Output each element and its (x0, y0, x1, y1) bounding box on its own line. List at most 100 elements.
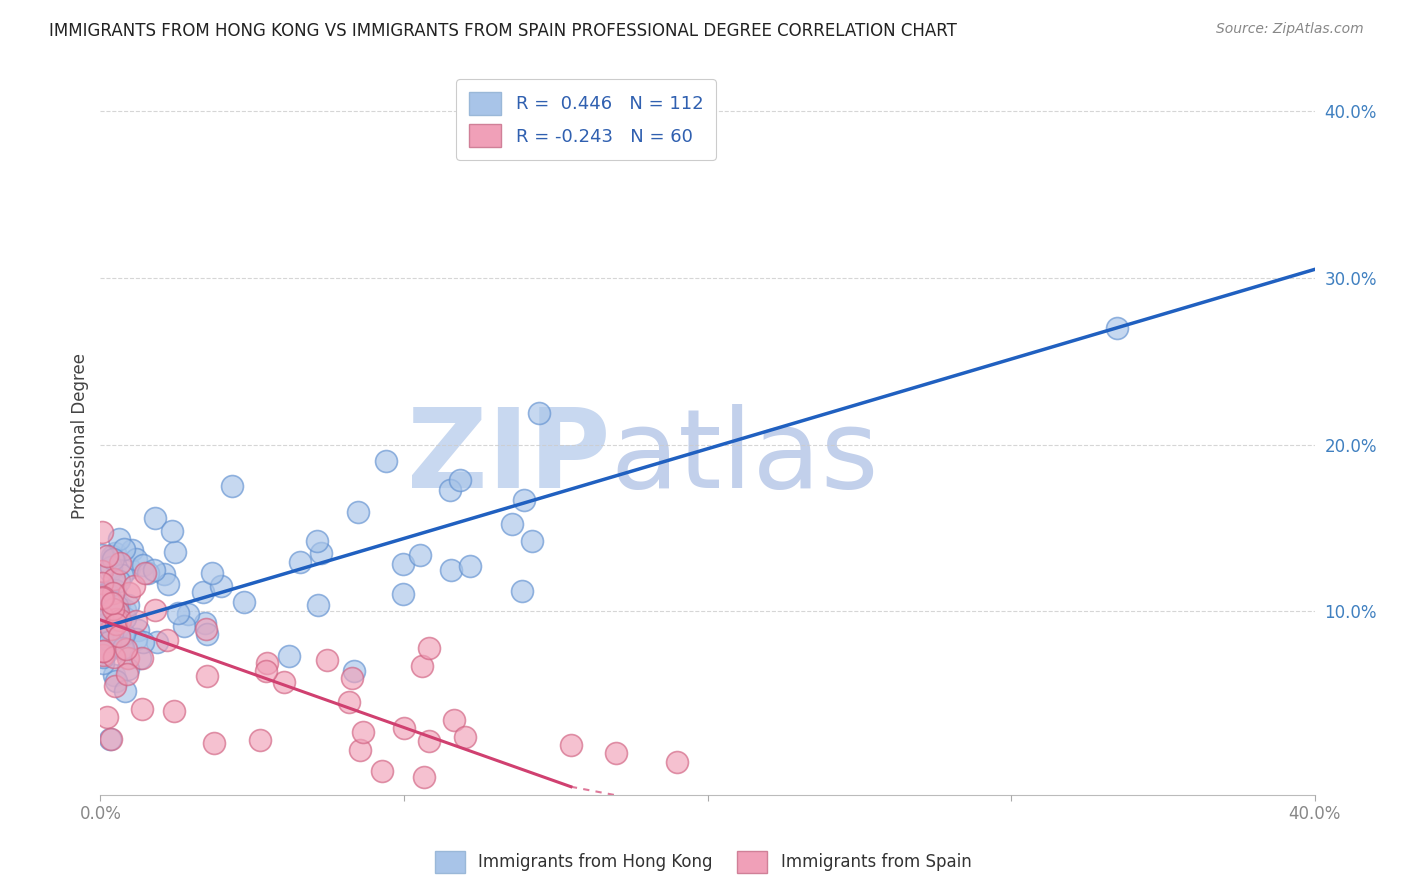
Point (122, 579, 145, 593)
Point (337, 695, 360, 709)
Point (254, 665, 277, 679)
Point (108, 532, 131, 546)
Point (97, 584, 120, 599)
Point (101, 598, 124, 612)
Point (107, 605, 129, 619)
Point (107, 599, 129, 613)
Point (103, 585, 125, 599)
Point (91, 614, 114, 628)
Point (513, 493, 536, 508)
Point (103, 668, 125, 682)
Point (90, 549, 112, 563)
Point (277, 648, 299, 663)
Point (96, 625, 118, 640)
Point (98, 633, 121, 648)
Point (527, 406, 550, 420)
Point (209, 579, 232, 593)
Point (91, 644, 114, 658)
Point (129, 651, 152, 665)
Point (91, 649, 114, 664)
Point (108, 556, 131, 570)
Point (134, 566, 156, 581)
Point (418, 641, 440, 656)
Point (118, 586, 141, 600)
Point (90, 632, 112, 646)
Point (349, 743, 371, 757)
Point (163, 545, 186, 559)
Point (249, 733, 271, 747)
Point (375, 454, 398, 468)
Point (105, 674, 128, 689)
Point (256, 656, 278, 670)
Point (96, 607, 118, 621)
Point (233, 595, 256, 609)
Point (114, 627, 136, 641)
Point (1107, 320, 1129, 334)
Point (93, 636, 115, 650)
Point (98, 732, 121, 747)
Point (177, 607, 200, 622)
Point (96, 549, 118, 563)
Point (101, 552, 124, 566)
Point (440, 563, 463, 577)
Point (90, 576, 112, 591)
Point (90, 617, 112, 632)
Point (98, 630, 121, 644)
Point (94, 587, 117, 601)
Point (105, 606, 128, 620)
Point (195, 669, 218, 683)
Point (315, 653, 337, 667)
Point (307, 598, 329, 612)
Point (91, 648, 114, 662)
Point (103, 650, 125, 665)
Point (453, 730, 475, 744)
Text: IMMIGRANTS FROM HONG KONG VS IMMIGRANTS FROM SPAIN PROFESSIONAL DEGREE CORRELATI: IMMIGRANTS FROM HONG KONG VS IMMIGRANTS … (49, 22, 957, 40)
Point (90, 609, 112, 624)
Point (125, 551, 148, 566)
Point (666, 755, 689, 769)
Point (101, 596, 124, 610)
Point (143, 563, 166, 577)
Point (221, 479, 243, 493)
Point (125, 632, 148, 647)
Point (108, 619, 131, 633)
Point (93, 614, 115, 628)
Point (439, 483, 461, 498)
Point (107, 574, 129, 589)
Point (98, 631, 121, 645)
Point (91, 644, 114, 658)
Point (560, 738, 582, 752)
Point (340, 672, 363, 686)
Point (91, 630, 114, 644)
Point (91, 615, 114, 629)
Point (118, 561, 141, 575)
Point (98, 564, 121, 578)
Point (104, 599, 127, 614)
Point (391, 557, 413, 571)
Point (125, 614, 148, 628)
Point (418, 734, 440, 748)
Point (131, 651, 153, 665)
Point (163, 704, 186, 718)
Point (193, 616, 215, 631)
Point (97, 615, 120, 629)
Point (108, 613, 131, 627)
Point (156, 633, 179, 648)
Point (127, 623, 149, 637)
Point (103, 572, 125, 586)
Point (458, 559, 481, 574)
Point (115, 667, 138, 681)
Point (107, 598, 129, 612)
Point (93, 586, 115, 600)
Point (90, 629, 112, 643)
Point (101, 602, 124, 616)
Point (104, 546, 127, 560)
Point (104, 679, 127, 693)
Point (449, 474, 471, 488)
Point (501, 516, 523, 531)
Point (352, 725, 374, 739)
Point (112, 542, 135, 557)
Text: Source: ZipAtlas.com: Source: ZipAtlas.com (1216, 22, 1364, 37)
Point (343, 664, 366, 678)
Point (347, 505, 370, 519)
